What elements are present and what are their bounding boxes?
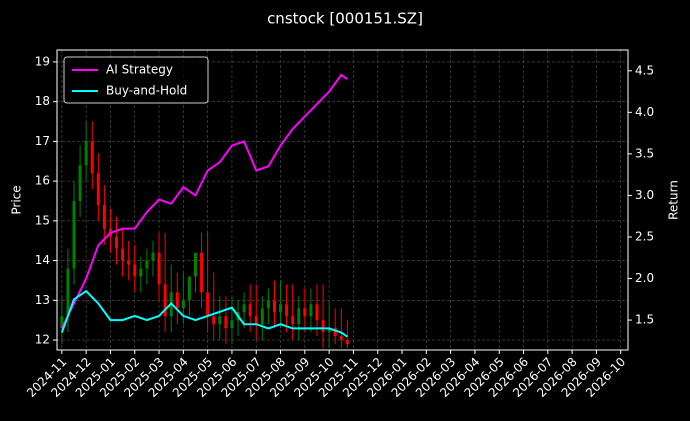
candle-body bbox=[279, 304, 283, 313]
candle-body bbox=[285, 304, 289, 317]
y2-tick-label: 4.5 bbox=[635, 63, 654, 77]
candle-body bbox=[303, 308, 307, 317]
candle-body bbox=[266, 300, 270, 309]
candle-body bbox=[145, 260, 149, 269]
y2-tick-label: 2.0 bbox=[635, 271, 654, 285]
candle-body bbox=[297, 308, 301, 325]
candle-body bbox=[121, 248, 125, 261]
candle-body bbox=[345, 340, 349, 345]
candle-body bbox=[163, 284, 167, 317]
candle-body bbox=[127, 260, 131, 265]
y-tick-label: 15 bbox=[35, 213, 50, 227]
candle-body bbox=[102, 204, 106, 229]
candle-body bbox=[193, 252, 197, 277]
candle-body bbox=[60, 316, 64, 329]
legend-label: Buy-and-Hold bbox=[106, 84, 187, 98]
y-tick-label: 18 bbox=[35, 94, 50, 108]
candle-body bbox=[78, 165, 82, 201]
y2-tick-label: 3.0 bbox=[635, 188, 654, 202]
candle-body bbox=[224, 316, 228, 329]
legend-label: AI Strategy bbox=[106, 63, 173, 77]
candle-body bbox=[309, 304, 313, 317]
candle-body bbox=[115, 236, 119, 249]
chart-title: cnstock [000151.SZ] bbox=[267, 10, 423, 28]
candle-body bbox=[248, 304, 252, 317]
y-tick-label: 12 bbox=[35, 333, 50, 347]
candle-body bbox=[260, 308, 264, 325]
candle-body bbox=[84, 141, 88, 166]
candle-body bbox=[327, 328, 331, 333]
candle-body bbox=[157, 252, 161, 285]
legend-box bbox=[63, 56, 209, 104]
candle-body bbox=[321, 320, 325, 333]
candle-body bbox=[90, 141, 94, 174]
y-tick-label: 19 bbox=[35, 54, 50, 68]
candle-body bbox=[139, 268, 143, 277]
candle-body bbox=[333, 328, 337, 337]
candle-body bbox=[242, 304, 246, 313]
y-tick-label: 13 bbox=[35, 293, 50, 307]
y2-tick-label: 2.5 bbox=[635, 229, 654, 243]
candle-body bbox=[339, 336, 343, 341]
candle-body bbox=[218, 316, 222, 325]
return-line bbox=[60, 289, 348, 338]
candle-body bbox=[96, 173, 100, 205]
candle-body bbox=[133, 264, 137, 277]
candle-body bbox=[66, 268, 70, 317]
y2-tick-label: 3.5 bbox=[635, 146, 654, 160]
y-tick-label: 16 bbox=[35, 174, 50, 188]
candle-body bbox=[72, 200, 76, 269]
y2-tick-label: 4.0 bbox=[635, 105, 654, 119]
candle-body bbox=[254, 316, 258, 325]
candle-body bbox=[315, 304, 319, 321]
y-axis-label: Price bbox=[10, 185, 24, 214]
candle-body bbox=[175, 292, 179, 309]
plot-frame bbox=[56, 49, 629, 351]
y2-axis-label: Return bbox=[667, 180, 681, 220]
y-tick-label: 14 bbox=[35, 253, 50, 267]
candle-body bbox=[212, 316, 216, 325]
candle-body bbox=[181, 300, 185, 309]
candle-body bbox=[272, 300, 276, 313]
y2-tick-label: 1.5 bbox=[635, 313, 654, 327]
candle-body bbox=[200, 252, 204, 293]
candle-body bbox=[230, 320, 234, 329]
y-tick-label: 17 bbox=[35, 134, 50, 148]
candle-body bbox=[206, 292, 210, 317]
candle-body bbox=[291, 316, 295, 325]
candle-body bbox=[187, 276, 191, 301]
candle-body bbox=[151, 252, 155, 261]
return-line bbox=[60, 73, 348, 329]
